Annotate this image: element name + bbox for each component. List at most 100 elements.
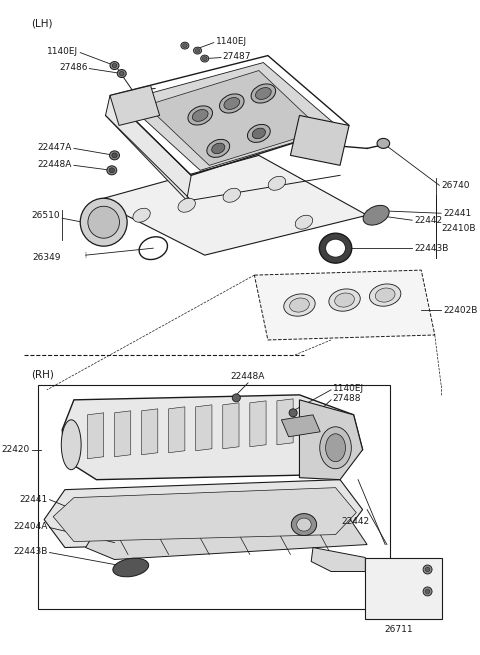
Polygon shape (85, 517, 367, 559)
Ellipse shape (319, 233, 352, 263)
Bar (365, 557, 442, 620)
Text: 22443B: 22443B (414, 244, 448, 253)
Ellipse shape (255, 88, 271, 100)
Ellipse shape (203, 56, 207, 60)
Ellipse shape (109, 151, 120, 160)
Ellipse shape (195, 48, 200, 52)
Ellipse shape (232, 394, 240, 402)
Ellipse shape (224, 98, 240, 109)
Polygon shape (196, 405, 212, 451)
Ellipse shape (425, 567, 430, 572)
Text: 1140EJ: 1140EJ (216, 37, 247, 46)
Ellipse shape (297, 518, 311, 531)
Ellipse shape (291, 514, 317, 536)
Polygon shape (168, 407, 185, 453)
Text: 1140EJ: 1140EJ (333, 384, 364, 394)
Bar (38, 385, 390, 609)
Ellipse shape (110, 62, 119, 69)
Ellipse shape (329, 289, 360, 311)
Text: 22402B: 22402B (443, 305, 477, 314)
Ellipse shape (112, 64, 117, 67)
Ellipse shape (325, 239, 346, 257)
Ellipse shape (120, 71, 124, 75)
Ellipse shape (268, 176, 286, 191)
Ellipse shape (80, 198, 127, 246)
Ellipse shape (425, 590, 430, 593)
Ellipse shape (112, 153, 117, 158)
Ellipse shape (284, 294, 315, 316)
Ellipse shape (207, 140, 229, 157)
Ellipse shape (61, 420, 81, 470)
Text: 26711: 26711 (384, 625, 413, 634)
Ellipse shape (113, 558, 149, 577)
Ellipse shape (289, 298, 309, 312)
Ellipse shape (251, 84, 276, 103)
Polygon shape (290, 115, 349, 165)
Text: 26349: 26349 (32, 253, 60, 261)
Text: (LH): (LH) (32, 18, 53, 29)
Polygon shape (311, 548, 365, 571)
Text: 22442: 22442 (414, 215, 442, 225)
Ellipse shape (117, 69, 126, 77)
Ellipse shape (178, 198, 195, 212)
Polygon shape (110, 86, 160, 125)
Ellipse shape (370, 284, 401, 306)
Ellipse shape (133, 208, 150, 222)
Polygon shape (250, 401, 266, 447)
Text: 22447A: 22447A (38, 143, 72, 152)
Ellipse shape (295, 215, 312, 229)
Ellipse shape (212, 143, 225, 154)
Polygon shape (146, 71, 322, 165)
Polygon shape (115, 411, 131, 457)
Polygon shape (142, 409, 158, 455)
Text: 27488: 27488 (333, 394, 361, 403)
Ellipse shape (325, 434, 346, 462)
Text: 27487: 27487 (223, 52, 251, 61)
Polygon shape (123, 63, 340, 170)
Ellipse shape (289, 409, 297, 417)
Text: 22448A: 22448A (38, 160, 72, 169)
Ellipse shape (188, 106, 213, 125)
Ellipse shape (377, 138, 390, 149)
Polygon shape (53, 488, 356, 542)
Text: 22442: 22442 (342, 517, 370, 526)
Ellipse shape (192, 109, 208, 121)
Ellipse shape (181, 42, 189, 49)
Polygon shape (106, 96, 191, 200)
Ellipse shape (335, 293, 354, 307)
Ellipse shape (201, 55, 209, 62)
Ellipse shape (248, 124, 270, 142)
Ellipse shape (193, 47, 202, 54)
Ellipse shape (423, 587, 432, 596)
Polygon shape (87, 413, 104, 458)
Text: 22441: 22441 (20, 495, 48, 504)
Ellipse shape (109, 168, 115, 173)
Ellipse shape (320, 427, 351, 469)
Ellipse shape (223, 188, 240, 202)
Polygon shape (277, 399, 293, 445)
Text: 22441: 22441 (443, 209, 471, 217)
Ellipse shape (252, 128, 265, 139)
Text: 22410B: 22410B (441, 224, 476, 233)
Ellipse shape (107, 166, 117, 175)
Polygon shape (254, 270, 435, 340)
Ellipse shape (375, 288, 395, 302)
Text: 27486: 27486 (59, 63, 87, 72)
Ellipse shape (219, 94, 244, 113)
Polygon shape (300, 400, 362, 479)
Ellipse shape (423, 565, 432, 574)
Text: 26740: 26740 (441, 181, 469, 190)
Text: 22404A: 22404A (13, 522, 48, 531)
Ellipse shape (88, 206, 120, 238)
Text: (RH): (RH) (32, 370, 54, 380)
Text: 26510: 26510 (32, 211, 60, 219)
Text: 1140EJ: 1140EJ (48, 47, 78, 56)
Text: 22420: 22420 (1, 445, 30, 454)
Text: 22443B: 22443B (13, 547, 48, 556)
Polygon shape (96, 155, 367, 255)
Polygon shape (44, 479, 362, 548)
Polygon shape (62, 395, 362, 479)
Text: 22448A: 22448A (231, 372, 265, 381)
Polygon shape (281, 415, 320, 437)
Polygon shape (223, 403, 239, 449)
